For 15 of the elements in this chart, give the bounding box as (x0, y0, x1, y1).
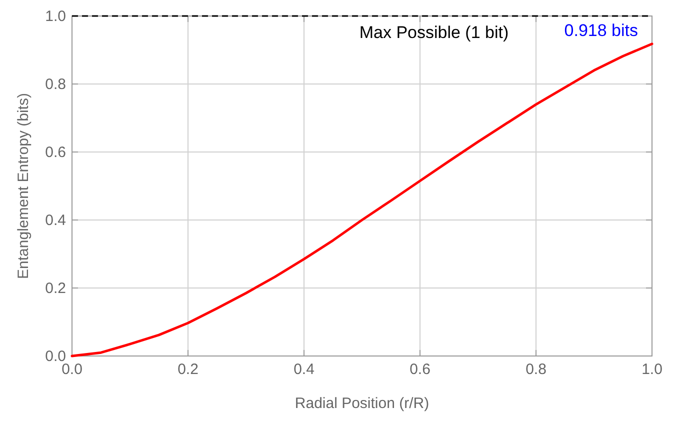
y-tick-label: 0.4 (45, 212, 66, 229)
y-tick-label: 0.2 (45, 280, 66, 297)
y-tick-label: 1.0 (45, 8, 66, 25)
annotation: 0.918 bits (564, 20, 638, 40)
x-axis-title: Radial Position (r/R) (294, 395, 430, 412)
line-series (70, 42, 654, 358)
y-tick-label: 0.6 (45, 144, 66, 161)
y-tick-label: 0.8 (45, 76, 66, 93)
y-axis-title: Entanglement Entropy (bits) (15, 93, 32, 279)
x-tick-label: 1.0 (642, 361, 662, 378)
x-tick-label: 0.2 (178, 361, 198, 378)
x-tick-label: 0.4 (294, 361, 314, 378)
ref-line-label: Max Possible (1 bit) (359, 23, 509, 42)
x-tick-label: 0.8 (526, 361, 546, 378)
x-tick-label: 0.6 (410, 361, 430, 378)
